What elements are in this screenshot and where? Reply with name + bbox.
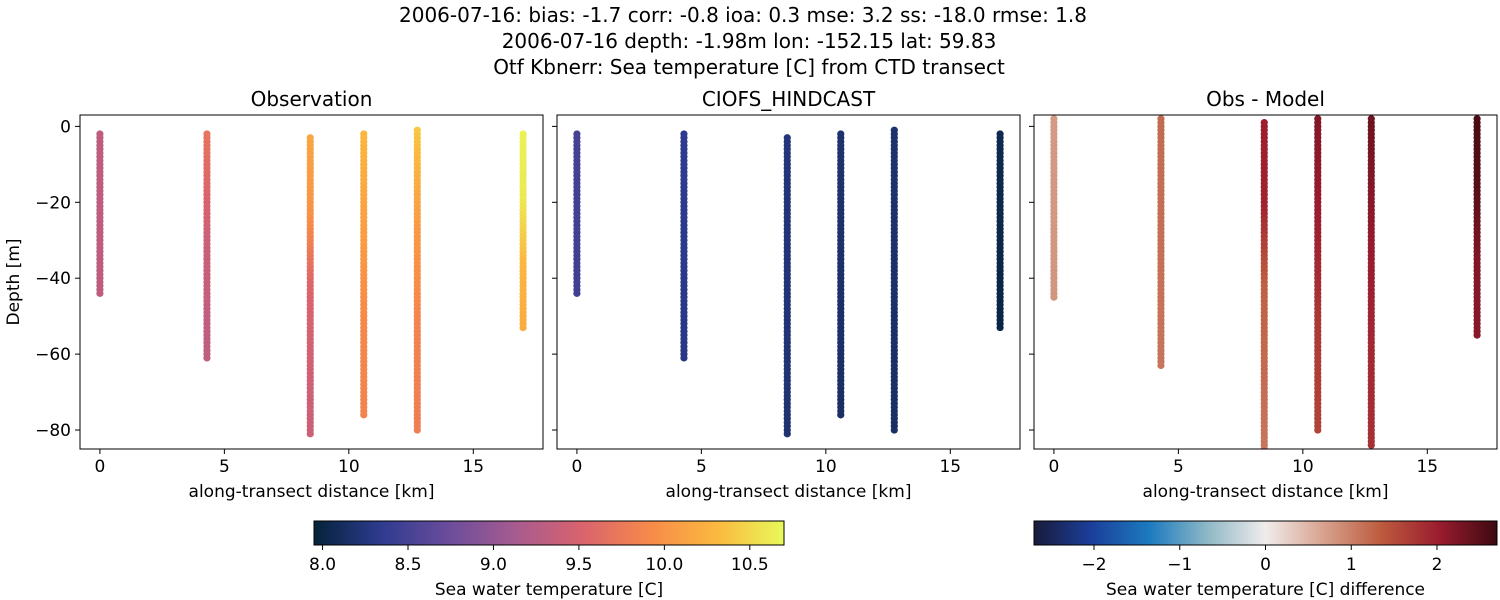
x-tick-label: 15 xyxy=(462,457,484,477)
panel-3: 0 5 10 15 Obs - Model along-transect distance… xyxy=(1029,87,1498,502)
profile-5 xyxy=(413,126,421,434)
profile-5 xyxy=(1367,115,1375,449)
x-tick-label: 0 xyxy=(94,457,105,477)
colorbar-tick-label: 8.0 xyxy=(309,555,336,575)
profile-1 xyxy=(96,130,104,297)
colorbar-tick-label: 0 xyxy=(1260,555,1271,575)
x-tick-label: 10 xyxy=(815,457,837,477)
panel-title: Observation xyxy=(251,87,373,111)
colorbar-gradient xyxy=(313,520,785,546)
data-point xyxy=(783,430,791,438)
colorbar-tick-label: 9.0 xyxy=(480,555,507,575)
panel-1: 0 5 10 15 0 −20 −40 −60 −80 Observation along-tran… xyxy=(4,87,544,502)
data-point xyxy=(837,411,845,419)
x-tick-label: 0 xyxy=(1048,457,1059,477)
colorbar-tick-label: −2 xyxy=(1081,555,1106,575)
profile-3 xyxy=(1260,118,1268,449)
colorbar-label: Sea water temperature [C] xyxy=(435,580,663,600)
data-point xyxy=(203,354,211,362)
profile-6 xyxy=(1473,115,1481,339)
y-tick-label: −60 xyxy=(35,345,71,365)
colorbar-tick-label: 8.5 xyxy=(394,555,421,575)
data-point xyxy=(1367,441,1375,449)
x-tick-label: 0 xyxy=(571,457,582,477)
x-tick-label: 10 xyxy=(338,457,360,477)
profile-4 xyxy=(1314,115,1322,434)
profile-1 xyxy=(1050,115,1058,301)
profile-2 xyxy=(680,130,688,362)
y-tick-label: 0 xyxy=(60,117,71,137)
x-tick-label: 10 xyxy=(1292,457,1314,477)
x-axis-label: along-transect distance [km] xyxy=(666,482,912,502)
colorbar-gradient xyxy=(1033,520,1498,546)
profile-3 xyxy=(306,134,314,438)
panel-title: CIOFS_HINDCAST xyxy=(702,87,876,111)
data-point xyxy=(96,289,104,297)
axes-frame xyxy=(79,114,544,450)
data-point xyxy=(1473,331,1481,339)
data-point xyxy=(1157,361,1165,370)
colorbar-tick-label: −1 xyxy=(1167,555,1192,575)
x-tick-label: 15 xyxy=(939,457,961,477)
x-tick-label: 5 xyxy=(696,457,707,477)
profile-4 xyxy=(837,130,845,419)
data-point xyxy=(890,426,898,434)
figure-header: 2006-07-16: bias: -1.7 corr: -0.8 ioa: 0… xyxy=(399,3,1087,79)
profile-5 xyxy=(890,126,898,434)
colorbar-1: 8.0 8.5 9.0 9.5 10.0 10.5 Sea water temperatur… xyxy=(309,520,785,600)
data-point xyxy=(1260,445,1268,449)
profile-1 xyxy=(573,130,581,297)
data-point xyxy=(306,430,314,438)
profile-2 xyxy=(1157,115,1165,370)
data-point xyxy=(413,426,421,434)
profile-6 xyxy=(519,130,527,332)
x-axis-label: along-transect distance [km] xyxy=(189,482,435,502)
x-axis-label: along-transect distance [km] xyxy=(1143,482,1389,502)
data-point xyxy=(1050,293,1058,301)
colorbar-label: Sea water temperature [C] difference xyxy=(1106,580,1425,600)
colorbar-tick-label: 9.5 xyxy=(565,555,592,575)
colorbar-tick-label: 1 xyxy=(1346,555,1357,575)
data-point xyxy=(573,289,581,297)
data-point xyxy=(996,323,1004,332)
profile-2 xyxy=(203,130,211,362)
y-axis-label: Depth [m] xyxy=(4,238,24,325)
panel-title: Obs - Model xyxy=(1206,87,1325,111)
panels: 0 5 10 15 0 −20 −40 −60 −80 Observation along-tran… xyxy=(4,87,1498,502)
profile-3 xyxy=(783,134,791,438)
y-tick-label: −40 xyxy=(35,269,71,289)
colorbar-tick-label: 2 xyxy=(1432,555,1443,575)
x-tick-label: 5 xyxy=(1173,457,1184,477)
data-point xyxy=(360,411,368,419)
header-line-3: Otf Kbnerr: Sea temperature [C] from CTD… xyxy=(493,55,1005,79)
y-tick-label: −80 xyxy=(35,421,71,441)
data-points xyxy=(1050,115,1481,449)
header-line-1: 2006-07-16: bias: -1.7 corr: -0.8 ioa: 0… xyxy=(399,3,1087,27)
x-tick-label: 15 xyxy=(1416,457,1438,477)
x-tick-label: 5 xyxy=(219,457,230,477)
colorbars: 8.0 8.5 9.0 9.5 10.0 10.5 Sea water temperatur… xyxy=(309,520,1498,600)
data-point xyxy=(1314,426,1322,434)
data-point xyxy=(680,354,688,362)
header-line-2: 2006-07-16 depth: -1.98m lon: -152.15 la… xyxy=(502,29,997,53)
data-point xyxy=(519,323,527,332)
axes-frame xyxy=(556,114,1021,450)
profile-4 xyxy=(360,130,368,419)
panel-2: 0 5 10 15 CIOFS_HINDCAST along-transect dista… xyxy=(552,87,1021,502)
data-points xyxy=(96,126,527,438)
y-tick-label: −20 xyxy=(35,193,71,213)
colorbar-2: −2 −1 0 1 2 Sea water temperature [C] differe… xyxy=(1033,520,1498,600)
colorbar-tick-label: 10.0 xyxy=(645,555,683,575)
colorbar-tick-label: 10.5 xyxy=(731,555,769,575)
axes-frame xyxy=(1033,114,1498,450)
data-points xyxy=(573,126,1004,438)
profile-6 xyxy=(996,130,1004,332)
